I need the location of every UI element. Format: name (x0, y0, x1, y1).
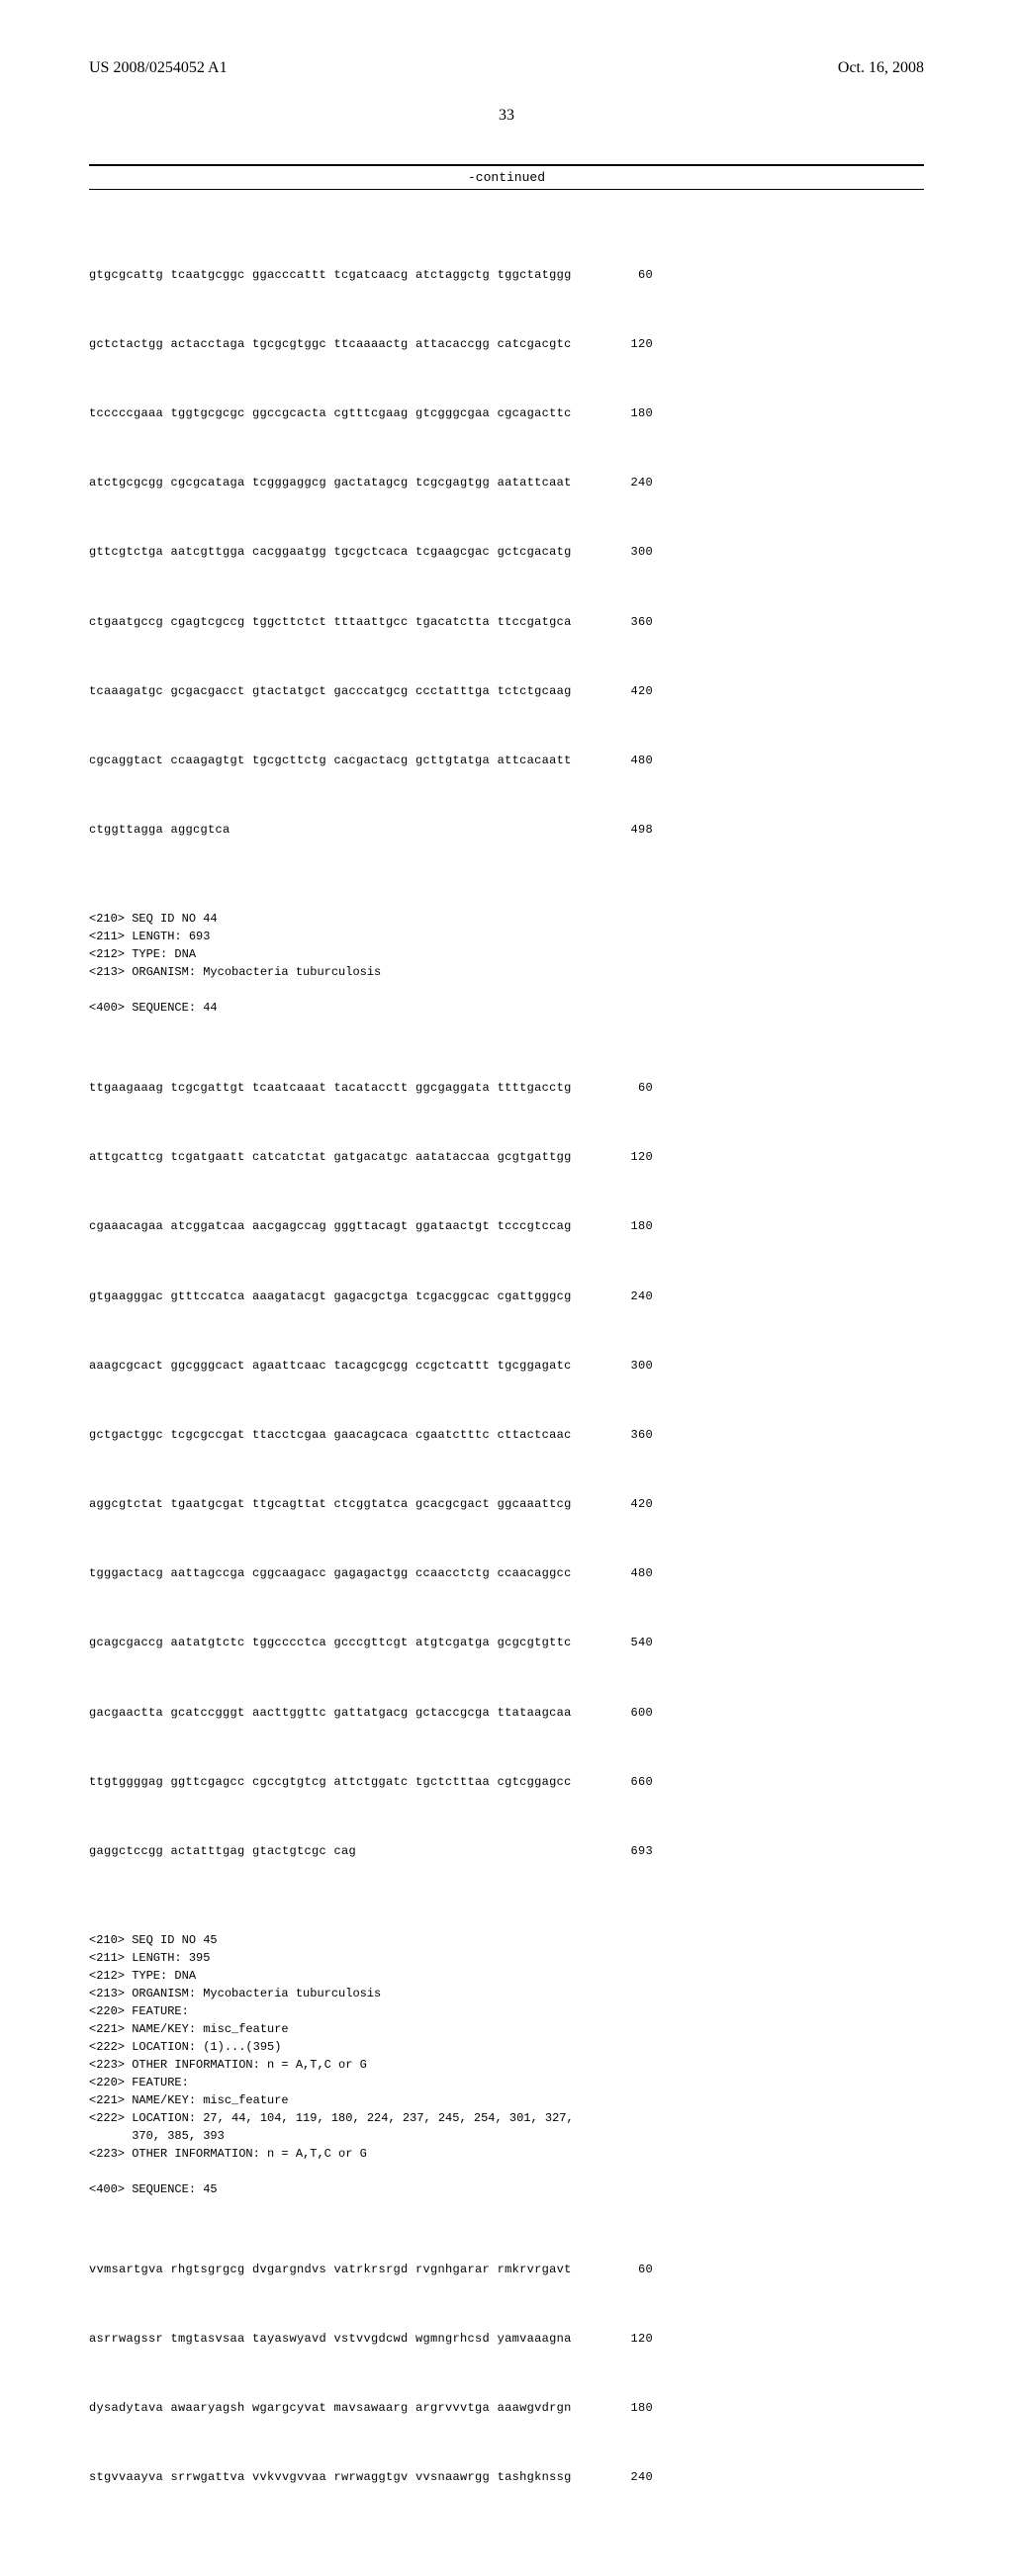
seq-text: tcccccgaaa tggtgcgcgc ggccgcacta cgtttcg… (89, 402, 613, 425)
seq-text: aggcgtctat tgaatgcgat ttgcagttat ctcggta… (89, 1493, 613, 1516)
header-row: US 2008/0254052 A1 Oct. 16, 2008 (89, 59, 924, 77)
seq-pos: 420 (613, 680, 653, 703)
seq-text: gttcgtctga aatcgttgga cacggaatgg tgcgctc… (89, 541, 613, 564)
seq-text: vvmsartgva rhgtsgrgcg dvgargndvs vatrkrs… (89, 2259, 613, 2281)
seq-row: gaggctccgg actatttgag gtactgtcgc cag693 (89, 1840, 924, 1863)
seq-text: ttgtggggag ggttcgagcc cgccgtgtcg attctgg… (89, 1771, 613, 1794)
seq-pos: 180 (613, 402, 653, 425)
seq-row: ttgaagaaag tcgcgattgt tcaatcaaat tacatac… (89, 1077, 924, 1100)
seq-text: tgggactacg aattagccga cggcaagacc gagagac… (89, 1562, 613, 1585)
seq-row: gttcgtctga aatcgttgga cacggaatgg tgcgctc… (89, 541, 924, 564)
seq-row: tcaaagatgc gcgacgacct gtactatgct gacccat… (89, 680, 924, 703)
seq-pos: 693 (613, 1840, 653, 1863)
seq-pos: 480 (613, 750, 653, 772)
seq-text: gtgcgcattg tcaatgcggc ggacccattt tcgatca… (89, 264, 613, 287)
seq-pos: 360 (613, 1424, 653, 1447)
seq-row: atctgcgcgg cgcgcataga tcgggaggcg gactata… (89, 472, 924, 494)
seq-text: gctgactggc tcgcgccgat ttacctcgaa gaacagc… (89, 1424, 613, 1447)
seq45-metadata: <210> SEQ ID NO 45 <211> LENGTH: 395 <21… (89, 1931, 924, 2198)
seq-row: cgcaggtact ccaagagtgt tgcgcttctg cacgact… (89, 750, 924, 772)
publication-date: Oct. 16, 2008 (838, 59, 924, 77)
seq-row: ttgtggggag ggttcgagcc cgccgtgtcg attctgg… (89, 1771, 924, 1794)
seq-row: attgcattcg tcgatgaatt catcatctat gatgaca… (89, 1146, 924, 1169)
page-number: 33 (89, 107, 924, 125)
seq-pos: 300 (613, 1355, 653, 1377)
seq-pos: 180 (613, 1215, 653, 1238)
publication-number: US 2008/0254052 A1 (89, 59, 228, 77)
seq-row: dysadytava awaaryagsh wgargcyvat mavsawa… (89, 2397, 924, 2420)
seq-row: stgvvaayva srrwgattva vvkvvgvvaa rwrwagg… (89, 2466, 924, 2489)
seq-pos: 240 (613, 472, 653, 494)
seq-text: asrrwagssr tmgtasvsaa tayaswyavd vstvvgd… (89, 2328, 613, 2351)
seq-row: aggcgtctat tgaatgcgat ttgcagttat ctcggta… (89, 1493, 924, 1516)
seq-text: tcaaagatgc gcgacgacct gtactatgct gacccat… (89, 680, 613, 703)
seq-row: asrrwagssr tmgtasvsaa tayaswyavd vstvvgd… (89, 2328, 924, 2351)
seq-row: gtgcgcattg tcaatgcggc ggacccattt tcgatca… (89, 264, 924, 287)
seq-pos: 60 (613, 2259, 653, 2281)
seq-row: tcccccgaaa tggtgcgcgc ggccgcacta cgtttcg… (89, 402, 924, 425)
seq-text: stgvvaayva srrwgattva vvkvvgvvaa rwrwagg… (89, 2466, 613, 2489)
seq-row: gacgaactta gcatccgggt aacttggttc gattatg… (89, 1702, 924, 1725)
seq-text: dysadytava awaaryagsh wgargcyvat mavsawa… (89, 2397, 613, 2420)
seq-pos: 600 (613, 1702, 653, 1725)
seq-text: gctctactgg actacctaga tgcgcgtggc ttcaaaa… (89, 333, 613, 356)
seq-pos: 120 (613, 333, 653, 356)
seq-pos: 498 (613, 819, 653, 842)
seq-text: gacgaactta gcatccgggt aacttggttc gattatg… (89, 1702, 613, 1725)
seq-text: atctgcgcgg cgcgcataga tcgggaggcg gactata… (89, 472, 613, 494)
seq-pos: 60 (613, 1077, 653, 1100)
seq-row: ctggttagga aggcgtca498 (89, 819, 924, 842)
seq-pos: 540 (613, 1632, 653, 1654)
seq-row: vvmsartgva rhgtsgrgcg dvgargndvs vatrkrs… (89, 2259, 924, 2281)
seq-text: attgcattcg tcgatgaatt catcatctat gatgaca… (89, 1146, 613, 1169)
seq-row: gctctactgg actacctaga tgcgcgtggc ttcaaaa… (89, 333, 924, 356)
seq-text: ctggttagga aggcgtca (89, 819, 613, 842)
seq-pos: 660 (613, 1771, 653, 1794)
sequence-45-block: vvmsartgva rhgtsgrgcg dvgargndvs vatrkrs… (89, 2212, 924, 2535)
continued-label: -continued (89, 164, 924, 190)
sequence-44-block: ttgaagaaag tcgcgattgt tcaatcaaat tacatac… (89, 1030, 924, 1910)
seq-text: gaggctccgg actatttgag gtactgtcgc cag (89, 1840, 613, 1863)
seq-text: ttgaagaaag tcgcgattgt tcaatcaaat tacatac… (89, 1077, 613, 1100)
seq-pos: 240 (613, 2466, 653, 2489)
seq-text: gcagcgaccg aatatgtctc tggcccctca gcccgtt… (89, 1632, 613, 1654)
seq-pos: 180 (613, 2397, 653, 2420)
seq-pos: 420 (613, 1493, 653, 1516)
seq-row: gctgactggc tcgcgccgat ttacctcgaa gaacagc… (89, 1424, 924, 1447)
seq-pos: 480 (613, 1562, 653, 1585)
seq44-metadata: <210> SEQ ID NO 44 <211> LENGTH: 693 <21… (89, 910, 924, 1017)
seq-pos: 60 (613, 264, 653, 287)
seq-text: cgcaggtact ccaagagtgt tgcgcttctg cacgact… (89, 750, 613, 772)
seq-pos: 120 (613, 1146, 653, 1169)
seq-pos: 300 (613, 541, 653, 564)
seq-row: cgaaacagaa atcggatcaa aacgagccag gggttac… (89, 1215, 924, 1238)
seq-row: ctgaatgccg cgagtcgccg tggcttctct tttaatt… (89, 611, 924, 634)
seq-text: ctgaatgccg cgagtcgccg tggcttctct tttaatt… (89, 611, 613, 634)
seq-row: tgggactacg aattagccga cggcaagacc gagagac… (89, 1562, 924, 1585)
seq-pos: 120 (613, 2328, 653, 2351)
seq-row: gcagcgaccg aatatgtctc tggcccctca gcccgtt… (89, 1632, 924, 1654)
page-container: US 2008/0254052 A1 Oct. 16, 2008 33 -con… (0, 0, 1013, 2576)
seq-pos: 360 (613, 611, 653, 634)
seq-row: aaagcgcact ggcgggcact agaattcaac tacagcg… (89, 1355, 924, 1377)
sequence-43-block: gtgcgcattg tcaatgcggc ggacccattt tcgatca… (89, 218, 924, 888)
seq-text: cgaaacagaa atcggatcaa aacgagccag gggttac… (89, 1215, 613, 1238)
seq-text: aaagcgcact ggcgggcact agaattcaac tacagcg… (89, 1355, 613, 1377)
